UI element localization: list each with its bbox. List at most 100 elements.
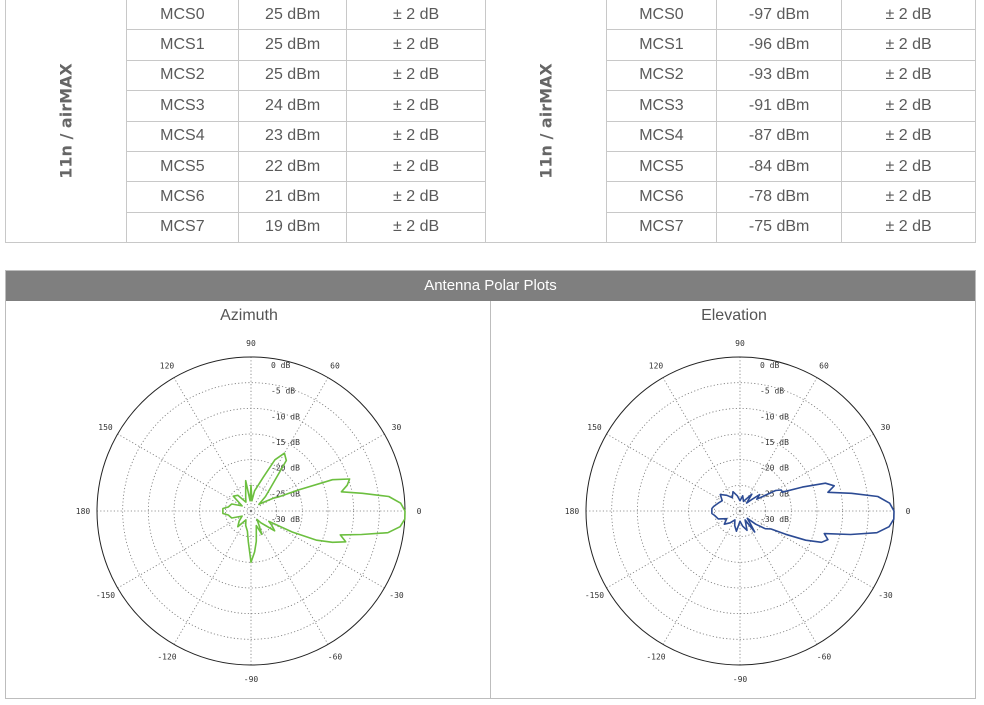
rx-tolerance-cell: ± 2 dB: [841, 120, 976, 152]
rx-value-cell: -87 dBm: [716, 120, 843, 152]
rx-tolerance-cell: ± 2 dB: [841, 181, 976, 213]
radial-tick-label: -5 dB: [271, 387, 295, 396]
radial-tick-label: -10 dB: [271, 412, 300, 421]
tx-group-label: 11n / airMAX: [56, 63, 76, 179]
grid-spoke: [173, 510, 252, 645]
angle-tick-label: 120: [160, 362, 175, 371]
tx-value-cell: 25 dBm: [238, 59, 348, 92]
tx-tolerance-cell: ± 2 dB: [346, 29, 486, 61]
angle-tick-label: -60: [817, 652, 832, 661]
radial-tick-label: -15 dB: [760, 438, 789, 447]
rx-group-cell: 11n / airMAX: [485, 0, 607, 244]
grid-spoke: [117, 510, 252, 589]
angle-tick-label: 60: [819, 362, 829, 371]
rx-row: MCS4 -87 dBm ± 2 dB: [486, 120, 976, 152]
tx-row: MCS3 24 dBm ± 2 dB: [6, 90, 486, 122]
rx-value-cell: -78 dBm: [716, 181, 843, 213]
angle-tick-label: 120: [649, 362, 664, 371]
radial-tick-label: -25 dB: [760, 489, 789, 498]
tx-mcs-cell: MCS1: [125, 29, 240, 61]
angle-tick-label: -90: [733, 675, 748, 684]
tx-row: MCS6 21 dBm ± 2 dB: [6, 181, 486, 213]
tx-mcs-cell: MCS5: [125, 150, 240, 183]
gain-pattern-line: [222, 452, 406, 564]
radial-tick-label: -20 dB: [271, 464, 300, 473]
angle-tick-label: 180: [565, 507, 580, 516]
azimuth-title: Azimuth: [220, 307, 278, 324]
angle-tick-label: -150: [96, 591, 115, 600]
grid-ring: [713, 484, 767, 538]
rx-mcs-cell: MCS1: [605, 29, 718, 61]
radial-tick-label: -30 dB: [760, 515, 789, 524]
rx-tolerance-cell: ± 2 dB: [841, 0, 976, 31]
radial-tick-label: -30 dB: [271, 515, 300, 524]
rx-tolerance-cell: ± 2 dB: [841, 150, 976, 183]
rx-value-cell: -93 dBm: [716, 59, 843, 92]
tx-value-cell: 23 dBm: [238, 120, 348, 152]
tx-mcs-cell: MCS7: [125, 211, 240, 244]
tx-row: MCS1 25 dBm ± 2 dB: [6, 29, 486, 61]
grid-ring: [662, 433, 818, 589]
rx-row: MCS6 -78 dBm ± 2 dB: [486, 181, 976, 213]
rx-sensitivity-table: 11n / airMAX MCS0 -97 dBm ± 2 dB MCS1 -96 dBm…: [485, 0, 976, 244]
tx-value-cell: 19 dBm: [238, 211, 348, 244]
rx-row: MCS1 -96 dBm ± 2 dB: [486, 29, 976, 61]
angle-tick-label: 0: [417, 507, 422, 516]
rx-row: MCS2 -93 dBm ± 2 dB: [486, 59, 976, 92]
tx-tolerance-cell: ± 2 dB: [346, 211, 486, 244]
tx-value-cell: 21 dBm: [238, 181, 348, 213]
tx-mcs-cell: MCS0: [125, 0, 240, 31]
rx-group-label: 11n / airMAX: [536, 63, 556, 179]
grid-ring: [122, 382, 380, 640]
angle-tick-label: -120: [157, 652, 176, 661]
angle-tick-label: 0: [906, 507, 911, 516]
tx-mcs-cell: MCS4: [125, 120, 240, 152]
radial-tick-label: 0 dB: [760, 361, 779, 370]
tx-tolerance-cell: ± 2 dB: [346, 150, 486, 183]
tx-tolerance-cell: ± 2 dB: [346, 90, 486, 122]
tx-tolerance-cell: ± 2 dB: [346, 120, 486, 152]
rx-mcs-cell: MCS7: [605, 211, 718, 244]
antenna-polar-plots-panel: Antenna Polar Plots Azimuth Elevation 0 3…: [5, 270, 976, 699]
radial-tick-label: -15 dB: [271, 438, 300, 447]
tx-group-cell: 11n / airMAX: [5, 0, 127, 244]
gain-pattern-line: [711, 482, 895, 544]
rx-value-cell: -96 dBm: [716, 29, 843, 61]
angle-tick-label: -120: [646, 652, 665, 661]
tx-tolerance-cell: ± 2 dB: [346, 0, 486, 31]
tx-power-table: 11n / airMAX MCS0 25 dBm ± 2 dB MCS1 25 dBm ± …: [5, 0, 486, 244]
angle-tick-label: 90: [735, 339, 745, 348]
angle-tick-label: -60: [328, 652, 343, 661]
tx-value-cell: 25 dBm: [238, 29, 348, 61]
grid-spoke: [173, 377, 252, 512]
rx-value-cell: -91 dBm: [716, 90, 843, 122]
rx-mcs-cell: MCS2: [605, 59, 718, 92]
rx-tolerance-cell: ± 2 dB: [841, 59, 976, 92]
rx-row: MCS3 -91 dBm ± 2 dB: [486, 90, 976, 122]
angle-tick-label: -30: [878, 591, 893, 600]
angle-tick-label: -30: [389, 591, 404, 600]
angle-tick-label: 180: [76, 507, 91, 516]
tx-row: MCS4 23 dBm ± 2 dB: [6, 120, 486, 152]
grid-ring: [173, 433, 329, 589]
angle-tick-label: -90: [244, 675, 259, 684]
rx-tolerance-cell: ± 2 dB: [841, 90, 976, 122]
angle-tick-label: 150: [587, 423, 602, 432]
elevation-title: Elevation: [701, 307, 767, 324]
angle-tick-label: 150: [98, 423, 113, 432]
grid-spoke: [606, 433, 741, 512]
radial-tick-label: 0 dB: [271, 361, 290, 370]
rx-mcs-cell: MCS4: [605, 120, 718, 152]
elevation-polar-plot: 0 30 60 90 120 150 180 -150 -120 -90 -60 -30 0 dB -5 …: [565, 339, 911, 684]
tx-row: MCS5 22 dBm ± 2 dB: [6, 150, 486, 183]
plots-header: Antenna Polar Plots: [6, 271, 975, 301]
rx-tolerance-cell: ± 2 dB: [841, 29, 976, 61]
rx-mcs-cell: MCS0: [605, 0, 718, 31]
tx-row: MCS7 19 dBm ± 2 dB: [6, 211, 486, 244]
radial-tick-label: -20 dB: [760, 464, 789, 473]
rx-mcs-cell: MCS5: [605, 150, 718, 183]
tx-mcs-cell: MCS3: [125, 90, 240, 122]
rx-value-cell: -84 dBm: [716, 150, 843, 183]
rx-sensitivity-table-body: 11n / airMAX MCS0 -97 dBm ± 2 dB MCS1 -96 dBm…: [485, 0, 976, 244]
rx-value-cell: -75 dBm: [716, 211, 843, 244]
